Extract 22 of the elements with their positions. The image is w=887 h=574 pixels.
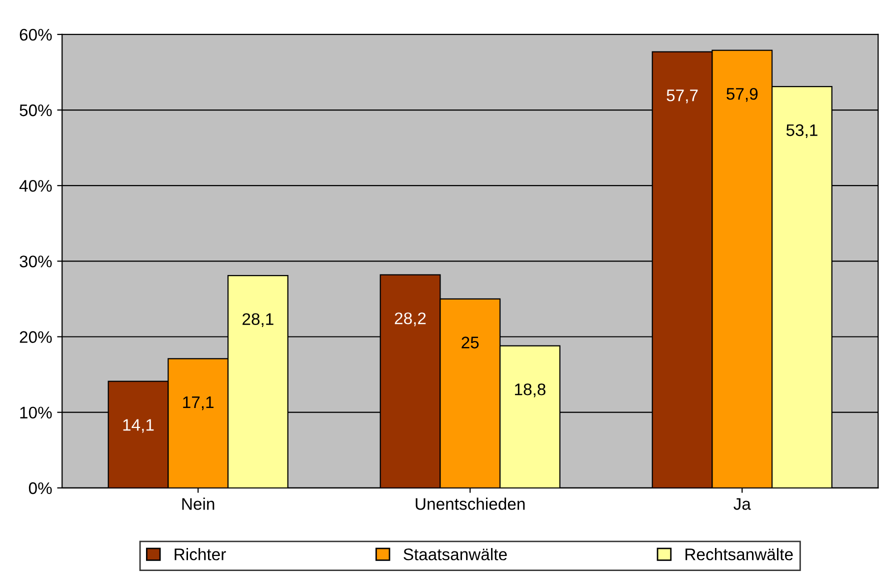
data-label: 28,2: [394, 312, 426, 326]
data-label: 57,9: [726, 88, 758, 102]
y-tick-label: 0%: [28, 482, 52, 494]
legend-label: Richter: [174, 548, 226, 560]
y-tick-label: 30%: [20, 256, 52, 268]
data-label: 28,1: [242, 313, 274, 327]
x-tick-label: Nein: [182, 498, 214, 510]
data-label: 53,1: [786, 124, 818, 138]
data-label: 57,7: [666, 90, 698, 104]
y-tick-label: 10%: [20, 406, 52, 419]
legend-label: Rechtsanwälte: [686, 548, 793, 560]
data-label: 17,1: [183, 396, 214, 410]
x-tick-label: Ja: [734, 498, 751, 510]
data-label: 25: [462, 336, 479, 348]
y-tick-label: 40%: [19, 180, 52, 192]
y-tick-label: 60%: [20, 28, 52, 41]
x-tick-label: Unentschieden: [416, 498, 525, 510]
legend-label: Staatsanwälte: [404, 548, 507, 560]
data-label: 14,1: [123, 419, 154, 433]
y-tick-label: 50%: [20, 104, 52, 116]
y-tick-label: 20%: [20, 331, 52, 343]
data-label: 18,8: [515, 383, 546, 398]
